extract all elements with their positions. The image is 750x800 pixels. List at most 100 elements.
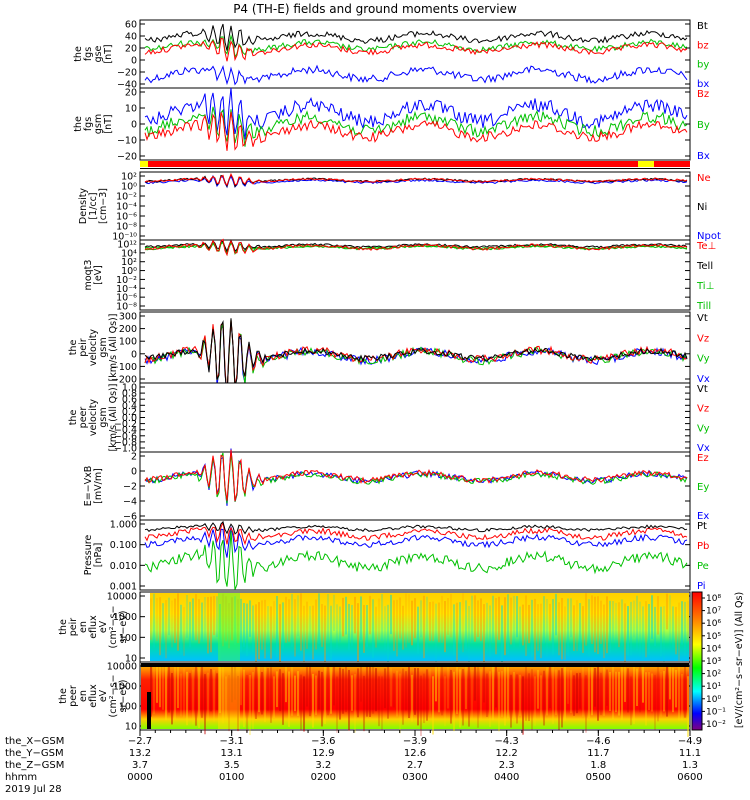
spectrogram-strip (315, 599, 317, 650)
y-tick-label: −0.6 (114, 431, 137, 442)
x-tick-label-y_gsm: 12.9 (312, 748, 334, 759)
spectrogram-strip (306, 601, 308, 649)
spectrogram-strip (330, 667, 332, 714)
x-tick-label-y_gsm: 12.2 (496, 748, 518, 759)
x-row-label: the_Y−GSM (5, 748, 64, 759)
spectrogram-strip (525, 663, 527, 721)
spectrogram-strip (639, 666, 641, 713)
spectrogram-strip (663, 671, 665, 712)
spectrogram-strip (378, 598, 380, 640)
spectrogram-strip (294, 675, 296, 712)
spectrogram-strip (423, 595, 425, 659)
x-tick-label-y_gsm: 13.1 (221, 748, 243, 759)
spectrogram-strip (222, 666, 224, 724)
spectrogram-strip (258, 602, 260, 660)
spectrogram-strip (459, 669, 461, 728)
spectrogram-strip (483, 604, 485, 662)
spectrogram-strip (213, 670, 215, 722)
colorbar-tick-label: 10⁻¹ (706, 707, 726, 717)
y-axis-label: [eV] (93, 265, 104, 285)
y-tick-label: 1.000 (110, 520, 137, 531)
spectrogram-strip (546, 599, 548, 657)
spectrogram-strip (558, 670, 560, 730)
mode-bar-segment (638, 161, 654, 167)
spectrogram-strip (681, 601, 683, 645)
colorbar (691, 591, 703, 731)
spectrogram-strip (489, 605, 491, 657)
spectrogram-strip (210, 668, 212, 712)
x-tick-label-x_gsm: −3.1 (220, 736, 244, 747)
y-tick-label: 60 (125, 20, 137, 31)
spectrogram-strip (228, 675, 230, 732)
y-tick-label: 100 (119, 702, 137, 713)
y-tick-label: 10 (125, 104, 137, 115)
y-tick-label: 10⁰ (121, 182, 137, 193)
spectrogram-strip (294, 599, 296, 657)
spectrogram-strip (162, 603, 164, 644)
spectrogram-strip (621, 599, 623, 646)
spectrogram-strip (282, 602, 284, 649)
spectrogram-strip (669, 595, 671, 647)
spectrogram-strip (615, 671, 617, 713)
legend-entry: Pb (697, 541, 709, 552)
spectrogram-strip (606, 669, 608, 706)
spectrogram-strip (435, 664, 437, 702)
spectrogram-strip (516, 596, 518, 638)
spectrogram-strip (249, 600, 251, 637)
spectrogram-strip (675, 606, 677, 655)
x-tick-label-z_gsm: 1.3 (682, 760, 698, 771)
spectrogram-strip (411, 674, 413, 722)
spectrogram-strip (297, 671, 299, 716)
spectrogram-strip (540, 675, 542, 720)
y-tick-label: −100 (111, 362, 137, 373)
spectrogram-strip (666, 663, 668, 717)
spectrogram-strip (204, 597, 206, 642)
y-tick-label: 0.2 (122, 407, 137, 418)
spectrogram-strip (666, 593, 668, 630)
y-axis-label: fgs (83, 117, 94, 131)
spectrogram-strip (678, 602, 680, 661)
spectrogram-strip (390, 594, 392, 635)
series-line-Tell (144, 239, 688, 253)
y-axis-label: [nPa] (93, 543, 104, 568)
spectrogram-strip (384, 668, 386, 709)
spectrogram-strip (555, 593, 557, 636)
spectrogram-strip (621, 664, 623, 720)
spectrogram-strip (459, 602, 461, 644)
colorbar-tick-label: 10⁰ (706, 695, 721, 705)
y-tick-label: 10⁻⁶ (116, 212, 137, 223)
spectrogram-strip (564, 666, 566, 721)
x-tick-label-x_gsm: −3.6 (311, 736, 335, 747)
y-tick-label: −0.4 (114, 425, 137, 436)
spectrogram-strip (684, 665, 686, 718)
panel-frame (139, 519, 691, 591)
spectrogram-strip (222, 593, 224, 647)
y-tick-label: 10⁴ (121, 248, 137, 259)
spectrogram-strip (243, 669, 245, 728)
spectrogram-strip (549, 666, 551, 709)
spectrogram-strip (351, 604, 353, 646)
spectrogram-strip (189, 601, 191, 648)
spectrogram-strip (297, 595, 299, 637)
spectrogram-strip (405, 593, 407, 648)
spectrogram-strip (324, 665, 326, 724)
spectrogram-strip (471, 669, 473, 720)
legend-entry: Tell (696, 261, 713, 272)
spectrogram-strip (645, 672, 647, 726)
y-tick-label: 0 (131, 120, 137, 131)
spectrogram-strip (180, 604, 182, 656)
spectrogram-strip (522, 604, 524, 646)
spectrogram-strip (489, 671, 491, 728)
spectrogram-strip (213, 595, 215, 636)
y-axis-label: the (68, 340, 79, 356)
y-tick-label: 0.0 (122, 413, 137, 424)
spectrogram-feature (218, 593, 240, 661)
spectrogram-strip (399, 597, 401, 639)
panel-frame (139, 382, 691, 453)
spectrogram-strip (477, 600, 479, 637)
x-tick-label-z_gsm: 3.7 (132, 760, 148, 771)
spectrogram-strip (618, 671, 620, 716)
spectrogram-strip (165, 666, 167, 721)
spectrogram-strip (456, 602, 458, 665)
